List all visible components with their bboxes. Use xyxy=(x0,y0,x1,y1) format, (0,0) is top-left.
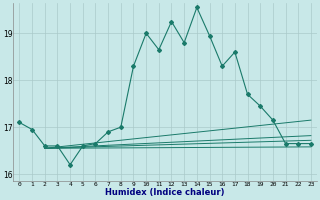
X-axis label: Humidex (Indice chaleur): Humidex (Indice chaleur) xyxy=(105,188,225,197)
